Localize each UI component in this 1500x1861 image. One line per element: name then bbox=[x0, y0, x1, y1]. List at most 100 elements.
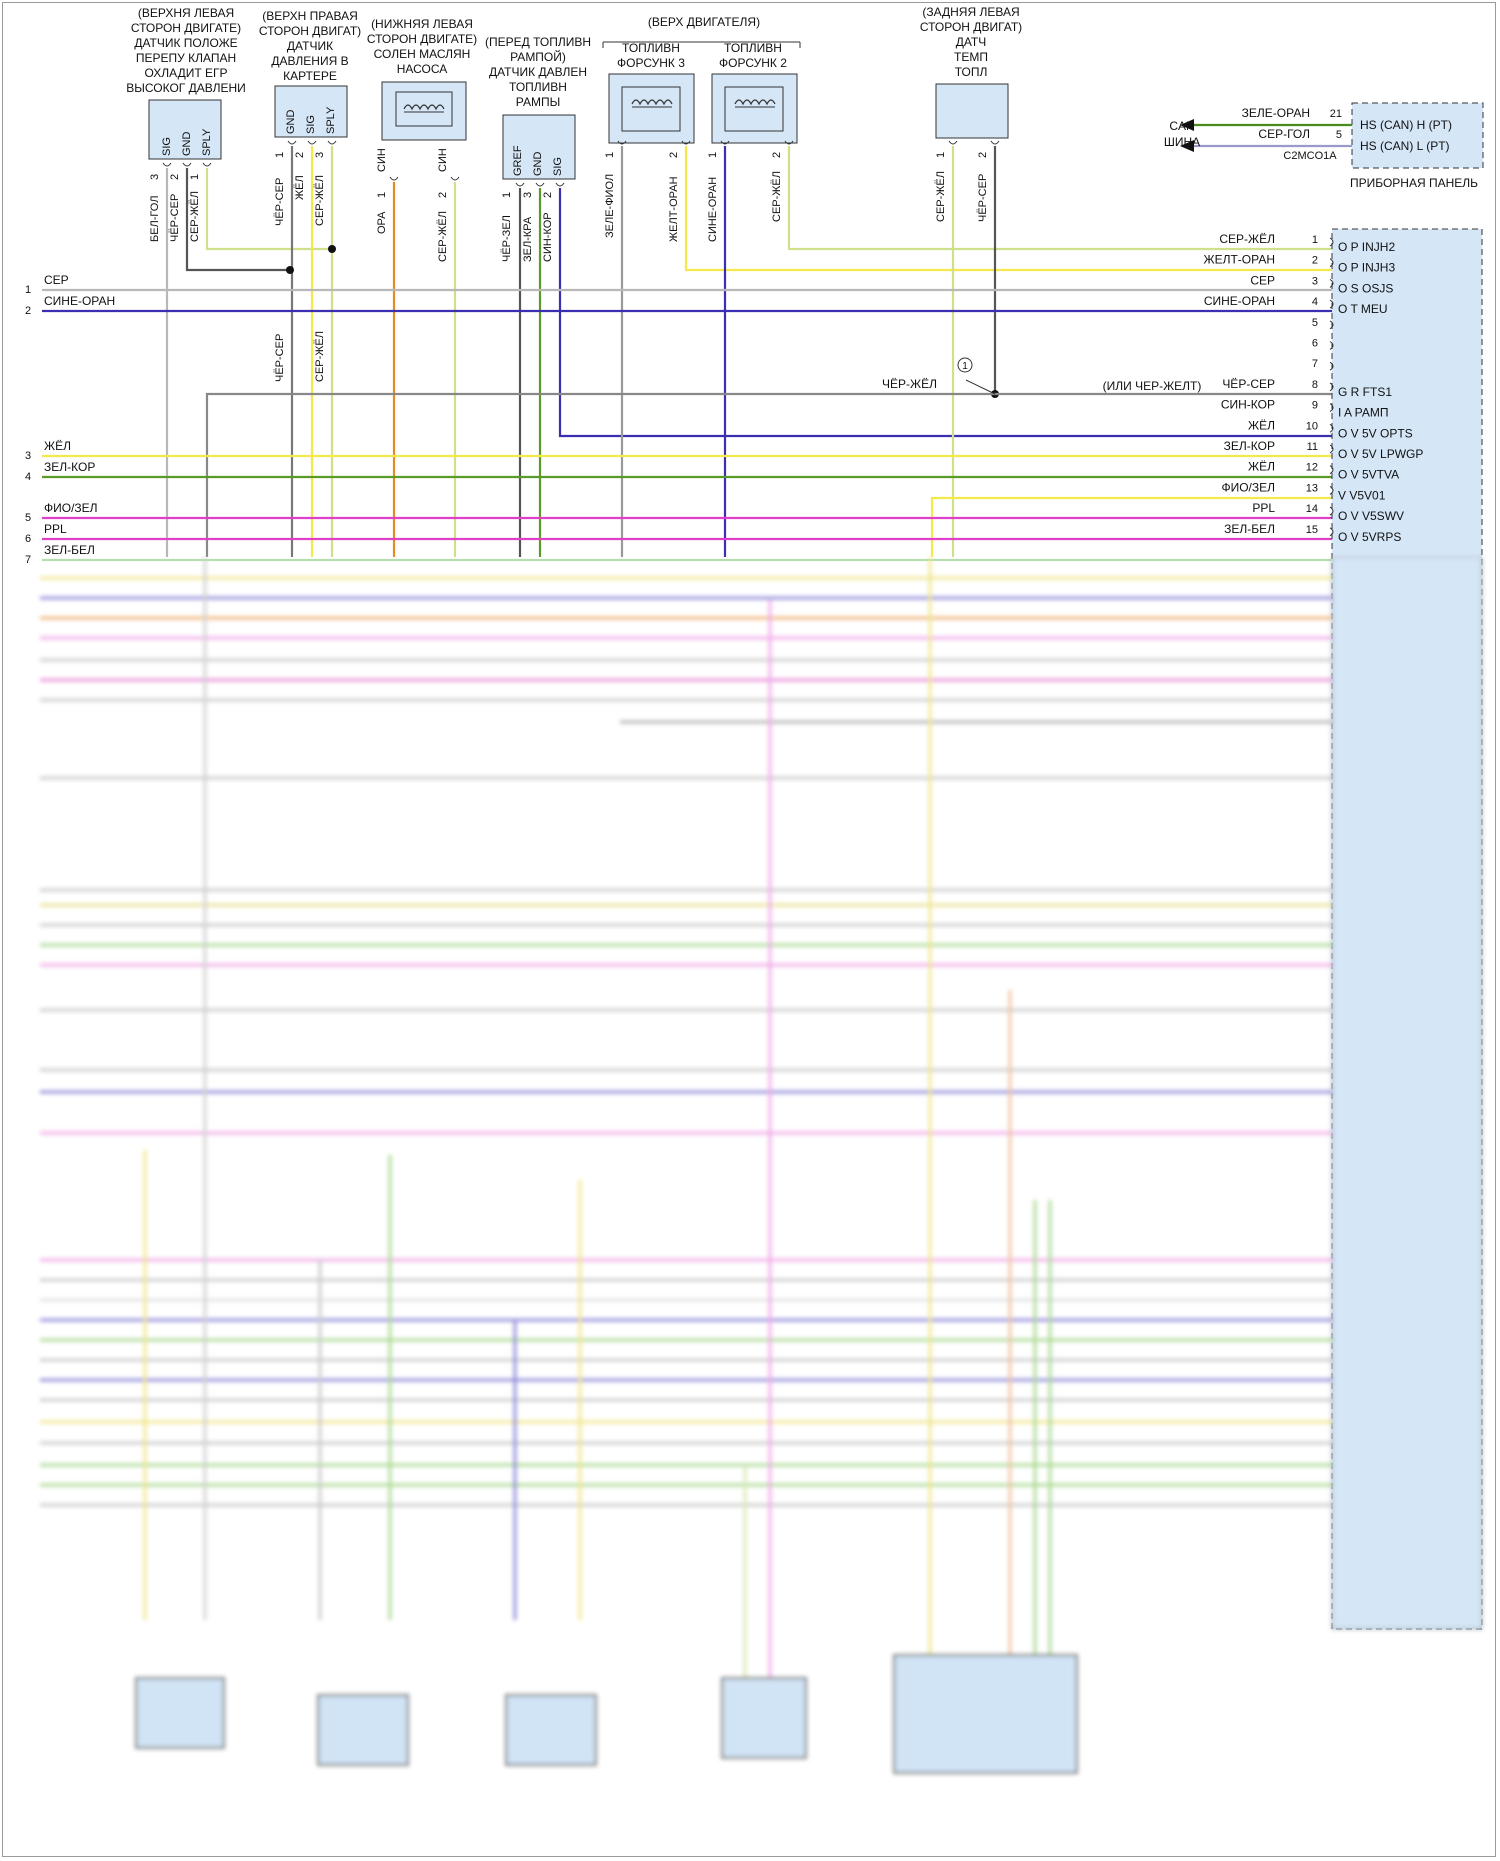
pcm-pin-number: 9 bbox=[1312, 400, 1318, 412]
svg-text:SIG: SIG bbox=[305, 115, 317, 134]
vertical-wire-labels: БЕЛ-ГОЛ ЧЁР-СЕР СЕР-ЖЁЛ ЧЁР-СЕР ЖЁЛ СЕР-… bbox=[149, 171, 989, 382]
pcm-pin-row: ЖЁЛ 10 O V 5V OPTS bbox=[1248, 418, 1413, 440]
svg-text:СТОРОН ДВИГАТ): СТОРОН ДВИГАТ) bbox=[920, 20, 1022, 34]
svg-text:ЧЁР-СЕР: ЧЁР-СЕР bbox=[274, 178, 286, 226]
svg-text:СИНЕ-ОРАН: СИНЕ-ОРАН bbox=[44, 294, 115, 308]
svg-text:3: 3 bbox=[522, 192, 534, 198]
svg-text:1: 1 bbox=[274, 152, 286, 158]
pcm-pin-row: ФИО/ЗЕЛ 13 V V5V01 bbox=[1221, 480, 1385, 502]
pin-numbers: 3 2 1 1 2 3 1 2 СИН СИН 1 3 2 1 2 1 2 1 … bbox=[149, 148, 989, 198]
svg-text:2: 2 bbox=[437, 192, 449, 198]
svg-text:СИН: СИН bbox=[376, 148, 388, 172]
pcm-pin-function: V V5V01 bbox=[1338, 488, 1386, 502]
pcm-pin-row: 5 bbox=[1312, 317, 1334, 330]
svg-text:ФОРСУНК 2: ФОРСУНК 2 bbox=[719, 56, 787, 70]
svg-text:GND: GND bbox=[532, 152, 544, 177]
svg-text:2: 2 bbox=[542, 192, 554, 198]
can-bus-section: HS (CAN) H (PT) HS (CAN) L (PT) ПРИБОРНА… bbox=[1164, 102, 1484, 190]
svg-text:ЧЁР-СЕР: ЧЁР-СЕР bbox=[977, 174, 989, 222]
pcm-pin-number: 4 bbox=[1312, 296, 1318, 308]
svg-text:1: 1 bbox=[962, 361, 968, 372]
injector-2-label: ТОПЛИВН ФОРСУНК 2 bbox=[719, 41, 787, 70]
pcm-pin-number: 12 bbox=[1306, 462, 1318, 474]
fuel-temp-sensor-box bbox=[935, 83, 1009, 139]
injector-coil-icon bbox=[734, 99, 776, 106]
pin-connector-arc bbox=[1329, 506, 1334, 516]
svg-text:ЧЁР-ЗЕЛ: ЧЁР-ЗЕЛ bbox=[501, 215, 513, 262]
pcm-pin-function: O P INJH2 bbox=[1338, 240, 1395, 254]
pcm-pin-wire-color: ЗЕЛ-КОР bbox=[1224, 439, 1275, 453]
svg-text:3: 3 bbox=[314, 152, 326, 158]
pcm-pin-row: ЧЁР-СЕР 8 G R FTS1 bbox=[1222, 377, 1392, 399]
pcm-pin-row: СЕР 3 O S OSJS bbox=[1250, 273, 1393, 295]
svg-text:СЕР-ЖЁЛ: СЕР-ЖЁЛ bbox=[935, 171, 947, 222]
svg-text:(ИЛИ ЧЕР-ЖЕЛТ): (ИЛИ ЧЕР-ЖЕЛТ) bbox=[1103, 379, 1202, 393]
svg-text:СЕР-ЖЁЛ: СЕР-ЖЁЛ bbox=[314, 331, 326, 382]
pcm-pin-row: 6 bbox=[1312, 338, 1334, 350]
svg-text:СЕР: СЕР bbox=[44, 273, 69, 287]
crankcase-sensor-label: (ВЕРХН ПРАВАЯ СТОРОН ДВИГАТ) ДАТЧИК ДАВЛ… bbox=[259, 9, 361, 83]
crankcase-sensor-box: GND SIG SPLY bbox=[274, 85, 348, 138]
fuel-rail-sensor-label: (ПЕРЕД ТОПЛИВН РАМПОЙ) ДАТЧИК ДАВЛЕН ТОП… bbox=[485, 35, 591, 109]
svg-text:5: 5 bbox=[1336, 129, 1342, 141]
pcm-pin-function: O V 5V LPWGP bbox=[1338, 447, 1423, 461]
svg-text:СИН-КОР: СИН-КОР bbox=[542, 212, 554, 262]
svg-text:(ВЕРХН ПРАВАЯ: (ВЕРХН ПРАВАЯ bbox=[262, 9, 358, 23]
svg-text:СЕР-ГОЛ: СЕР-ГОЛ bbox=[1258, 127, 1310, 141]
pcm-pin-wire-color: ЖЁЛ bbox=[1248, 460, 1275, 474]
svg-text:ВЫСОКОГ ДАВЛЕНИ: ВЫСОКОГ ДАВЛЕНИ bbox=[126, 81, 246, 95]
pcm-pin-row: ЖЕЛТ-ОРАН 2 O P INJH3 bbox=[1204, 253, 1396, 275]
pin-connector-arc bbox=[1329, 299, 1334, 309]
svg-text:1: 1 bbox=[376, 192, 388, 198]
svg-text:ДАВЛЕНИЯ В: ДАВЛЕНИЯ В bbox=[271, 54, 348, 68]
svg-text:1: 1 bbox=[707, 152, 719, 158]
svg-text:ЖЁЛ: ЖЁЛ bbox=[44, 439, 71, 453]
svg-text:РАМПОЙ): РАМПОЙ) bbox=[510, 49, 566, 64]
svg-text:ЧЁР-ЖЁЛ: ЧЁР-ЖЁЛ bbox=[882, 377, 937, 391]
svg-text:ОХЛАДИТ ЕГР: ОХЛАДИТ ЕГР bbox=[145, 66, 228, 80]
pin-connector-arc bbox=[1329, 320, 1334, 330]
pin-connector-arc bbox=[1329, 258, 1334, 268]
svg-text:1: 1 bbox=[604, 152, 616, 158]
svg-text:ЗЕЛ-БЕЛ: ЗЕЛ-БЕЛ bbox=[44, 543, 95, 557]
pcm-pin-wire-color: СИНЕ-ОРАН bbox=[1204, 294, 1275, 308]
pcm-pin-number: 8 bbox=[1312, 379, 1318, 391]
pcm-pin-function: I A РАМП bbox=[1338, 406, 1389, 420]
svg-text:СТОРОН ДВИГАТЕ): СТОРОН ДВИГАТЕ) bbox=[131, 21, 241, 35]
svg-text:2: 2 bbox=[169, 174, 181, 180]
svg-text:СИН: СИН bbox=[437, 148, 449, 172]
pcm-pin-function: O T MEU bbox=[1338, 302, 1388, 316]
svg-text:1: 1 bbox=[25, 284, 31, 296]
svg-text:СИНЕ-ОРАН: СИНЕ-ОРАН bbox=[707, 177, 719, 242]
engine-top-title: (ВЕРХ ДВИГАТЕЛЯ) bbox=[648, 15, 760, 29]
svg-text:ДАТЧИК: ДАТЧИК bbox=[287, 39, 333, 53]
svg-text:21: 21 bbox=[1330, 108, 1342, 120]
svg-text:GND: GND bbox=[285, 110, 297, 135]
svg-text:СЕР-ЖЁЛ: СЕР-ЖЁЛ bbox=[437, 211, 449, 262]
svg-text:РАМПЫ: РАМПЫ bbox=[516, 95, 560, 109]
svg-text:СЕР-ЖЁЛ: СЕР-ЖЁЛ bbox=[314, 175, 326, 226]
pcm-pin-function: O V 5V OPTS bbox=[1338, 426, 1413, 440]
pin-connector-arc bbox=[1329, 403, 1334, 413]
oil-pump-solenoid-box bbox=[381, 81, 467, 141]
pin-connector-arc bbox=[1329, 237, 1334, 247]
svg-text:5: 5 bbox=[25, 512, 31, 524]
pcm-pin-wire-color: ЖЕЛТ-ОРАН bbox=[1204, 253, 1276, 267]
svg-text:ТОПЛИВН: ТОПЛИВН bbox=[622, 41, 680, 55]
vertical-wires bbox=[165, 146, 1340, 557]
fuel-rail-sensor-box: GREF GND SIG bbox=[502, 114, 576, 180]
svg-text:ТОПЛ: ТОПЛ bbox=[955, 65, 988, 79]
svg-text:ЗЕЛЕ-ФИОЛ: ЗЕЛЕ-ФИОЛ bbox=[604, 174, 616, 238]
pcm-pin-row: СЕР-ЖЁЛ 1 O P INJH2 bbox=[1219, 232, 1395, 254]
pcm-pin-number: 1 bbox=[1312, 234, 1318, 246]
svg-text:СТОРОН ДВИГАТЕ): СТОРОН ДВИГАТЕ) bbox=[367, 32, 477, 46]
svg-text:C2MCO1A: C2MCO1A bbox=[1283, 150, 1337, 162]
svg-text:ТОПЛИВН: ТОПЛИВН bbox=[724, 41, 782, 55]
pcm-pin-function: G R FTS1 bbox=[1338, 385, 1392, 399]
svg-text:3: 3 bbox=[25, 450, 31, 462]
svg-text:2: 2 bbox=[294, 152, 306, 158]
pcm-pin-function: O V V5SWV bbox=[1338, 509, 1404, 523]
svg-text:(ПЕРЕД ТОПЛИВН: (ПЕРЕД ТОПЛИВН bbox=[485, 35, 591, 49]
svg-text:ОРА: ОРА bbox=[376, 211, 388, 234]
